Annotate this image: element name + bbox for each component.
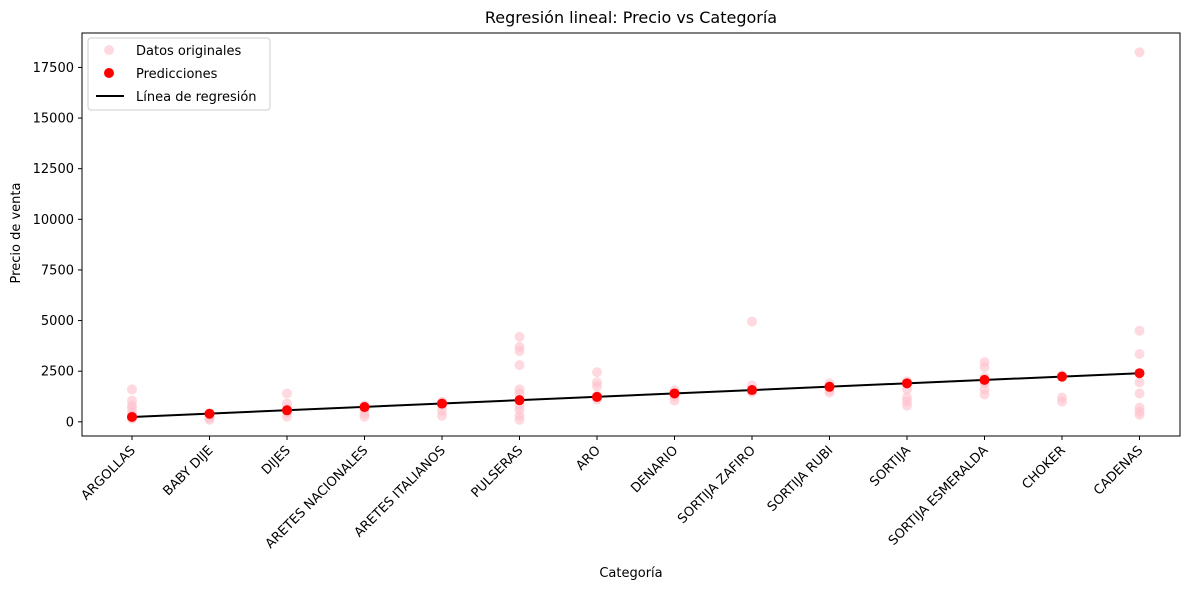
y-axis-label: Precio de venta: [9, 183, 24, 284]
prediction-point: [747, 385, 757, 396]
x-tick-label: DENARIO: [628, 443, 681, 496]
y-axis-ticks: 0 2500 5000 7500 10000 12500 15000 17500: [33, 61, 82, 430]
x-tick-label: SORTIJA ZAFIRO: [675, 443, 759, 527]
original-data-point: [437, 410, 447, 421]
legend-marker-original: [104, 45, 114, 55]
original-data-point: [669, 395, 680, 406]
y-tick-label: 10000: [33, 213, 74, 228]
x-tick-label: ARGOLLAS: [79, 443, 139, 503]
x-tick-label: DIJES: [259, 443, 294, 478]
original-data-point: [1057, 396, 1067, 407]
prediction-point: [204, 408, 215, 419]
original-data-point: [1134, 325, 1145, 336]
original-data-point: [1134, 47, 1145, 58]
prediction-point: [902, 378, 912, 389]
y-tick-label: 17500: [33, 61, 74, 76]
y-tick-label: 5000: [41, 314, 74, 329]
x-tick-label: BABY DIJE: [160, 443, 216, 499]
legend: Datos originales Predicciones Línea de r…: [87, 37, 271, 111]
x-tick-label: ARO: [573, 443, 604, 474]
original-data-point: [359, 411, 370, 422]
original-data-point: [592, 367, 602, 378]
y-tick-label: 12500: [33, 162, 74, 177]
y-tick-label: 2500: [41, 365, 74, 380]
original-data-point: [902, 400, 912, 411]
prediction-point: [127, 411, 137, 422]
prediction-point: [514, 395, 525, 406]
prediction-point: [282, 405, 292, 416]
prediction-point: [979, 374, 990, 385]
prediction-point: [1057, 371, 1067, 382]
legend-label-prediction: Predicciones: [136, 67, 218, 82]
original-data-point: [282, 388, 292, 399]
original-data-point: [127, 384, 137, 395]
original-data-point: [592, 381, 602, 392]
prediction-point: [359, 402, 370, 413]
original-data-point: [1134, 377, 1145, 388]
legend-frame: [87, 37, 271, 111]
plot-frame: [81, 32, 1181, 437]
prediction-point: [669, 388, 680, 399]
regression-line: [131, 372, 1140, 418]
original-data-point: [1134, 348, 1145, 359]
original-data-point: [979, 362, 990, 373]
x-tick-label: SORTIJA RUBI: [765, 443, 837, 515]
original-data-point: [514, 331, 525, 342]
x-tick-label: CADENAS: [1091, 443, 1146, 498]
legend-label-regression: Línea de regresión: [136, 90, 257, 105]
prediction-point: [592, 391, 602, 402]
x-tick-label: SORTIJA: [867, 443, 914, 490]
legend-marker-prediction: [104, 68, 114, 78]
prediction-point: [824, 381, 835, 392]
x-tick-label: CHOKER: [1019, 443, 1068, 492]
prediction-point: [437, 398, 447, 409]
y-tick-label: 7500: [41, 263, 74, 278]
original-data-point: [514, 414, 525, 425]
y-tick-label: 15000: [33, 112, 74, 127]
x-tick-label: PULSERAS: [469, 443, 527, 501]
original-data-point: [514, 345, 525, 356]
original-data-point: [979, 389, 990, 400]
original-data-point: [1134, 388, 1145, 399]
y-tick-label: 0: [66, 415, 74, 430]
original-data-point: [514, 360, 525, 371]
plot-area: [81, 32, 1181, 437]
x-axis-label: Categoría: [599, 566, 662, 581]
original-data-point: [747, 316, 757, 327]
original-data-point: [1134, 409, 1145, 420]
chart-title: Regresión lineal: Precio vs Categoría: [485, 8, 777, 27]
legend-label-original: Datos originales: [136, 44, 242, 59]
prediction-point: [1134, 368, 1145, 379]
